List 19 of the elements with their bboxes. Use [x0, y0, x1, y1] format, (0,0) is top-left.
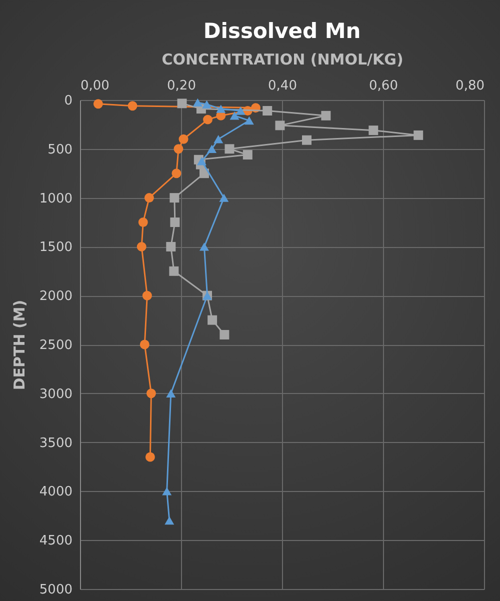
y-axis-title: DEPTH (M)	[10, 300, 28, 390]
x-tick-label: 0,60	[369, 78, 398, 94]
y-tick-label: 2000	[39, 289, 72, 304]
y-tick-label: 2500	[39, 338, 72, 353]
chart-title: Dissolved Mn	[203, 19, 361, 43]
y-tick-label: 1000	[39, 191, 72, 206]
x-tick-label: 0,20	[167, 78, 196, 94]
y-tick-label: 4500	[39, 534, 72, 549]
y-tick-label: 1500	[39, 240, 72, 256]
y-tick-label: 0	[64, 94, 72, 108]
x-tick-label: 0,40	[268, 78, 297, 94]
y-tick-label: 3000	[39, 386, 72, 402]
x-tick-label: 0,80	[456, 78, 484, 94]
y-tick-label: 5000	[39, 582, 72, 598]
y-tick-label: 4000	[39, 484, 72, 500]
y-tick-label: 500	[48, 142, 72, 158]
y-tick-label: 3500	[39, 436, 72, 451]
x-axis-title: CONCENTRATION (NMOL/KG)	[162, 50, 404, 68]
x-tick-label: 0,00	[80, 78, 110, 94]
